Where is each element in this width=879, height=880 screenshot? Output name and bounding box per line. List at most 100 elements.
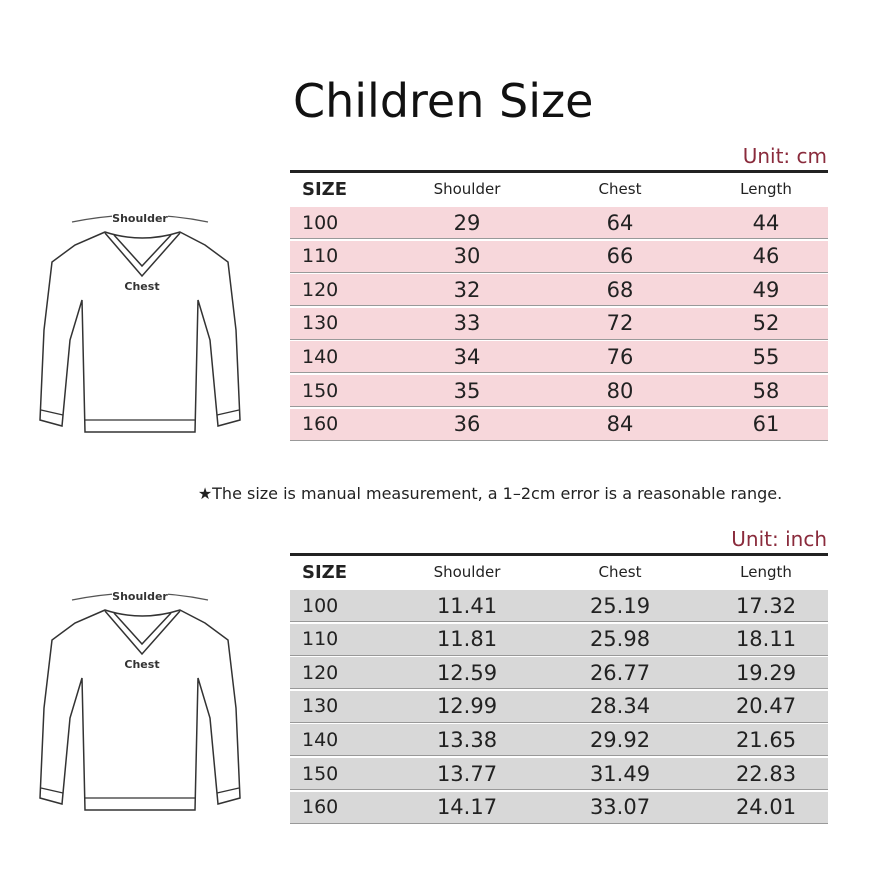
table-cell: 13.77: [436, 761, 498, 786]
table-cell: 14.17: [436, 795, 498, 820]
table-cell: 35: [453, 378, 481, 403]
shirt-outline: [39, 609, 241, 811]
table-cell: 26.77: [589, 660, 651, 685]
table-cell: 29.92: [589, 727, 651, 752]
table-cell: 58: [752, 378, 780, 403]
cuff: [216, 409, 240, 416]
table-cell: 24.01: [735, 795, 797, 820]
shoulder-label: Shoulder: [112, 590, 168, 603]
table-cell: 20.47: [735, 694, 797, 719]
chest-label: Chest: [124, 280, 159, 293]
table-rule: [290, 170, 828, 173]
table-rule: [290, 553, 828, 556]
table-row: 130 33 72 52: [290, 307, 828, 340]
table-cell: 72: [606, 311, 634, 336]
table-cell: 100: [302, 211, 339, 234]
table-cell: 25.98: [589, 627, 651, 652]
table-cell: 66: [606, 244, 634, 269]
table-cell: 160: [302, 796, 339, 819]
note: ★The size is manual measurement, a 1–2cm…: [197, 484, 783, 503]
table-cell: 64: [606, 210, 634, 235]
label-bg: [112, 589, 168, 603]
table-cell: 49: [752, 277, 780, 302]
table-cell: 61: [752, 412, 780, 437]
header-cell: Shoulder: [433, 180, 501, 198]
table-row: 130 12.99 28.34 20.47: [290, 690, 828, 723]
table-cell: 46: [752, 244, 780, 269]
table-cell: 160: [302, 413, 339, 436]
cuff: [40, 409, 64, 416]
title: Children Size: [293, 74, 594, 128]
table-cell: 25.19: [589, 593, 651, 618]
header-cell: Length: [740, 180, 792, 198]
table-cell: 18.11: [735, 627, 797, 652]
table-cell: 12.99: [436, 694, 498, 719]
table-row: 160 36 84 61: [290, 408, 828, 441]
table-cell: 120: [302, 278, 339, 301]
table-cell: 55: [752, 344, 780, 369]
table-cell: 19.29: [735, 660, 797, 685]
table-cell: 17.32: [735, 593, 797, 618]
table-cell: 140: [302, 345, 339, 368]
table-cell: 68: [606, 277, 634, 302]
table-cell: 52: [752, 311, 780, 336]
table-cell: 80: [606, 378, 634, 403]
header-cell: SIZE: [302, 561, 348, 583]
table-cell: 30: [453, 244, 481, 269]
cuff: [40, 787, 64, 794]
cuff: [216, 787, 240, 794]
unit-label: Unit: cm: [742, 144, 827, 168]
table-row: 110 30 66 46: [290, 240, 828, 273]
table-cell: 22.83: [735, 761, 797, 786]
table-row: 150 13.77 31.49 22.83: [290, 758, 828, 790]
table-row: 110 11.81 25.98 18.11: [290, 623, 828, 656]
table-row: 100 11.41 25.19 17.32: [290, 590, 828, 622]
table-row: 140 13.38 29.92 21.65: [290, 724, 828, 757]
table-row: 100 29 64 44: [290, 207, 828, 239]
table-cell: 12.59: [436, 660, 498, 685]
table-cell: 150: [302, 379, 339, 402]
table-cell: 76: [606, 344, 634, 369]
table-row: 120 32 68 49: [290, 274, 828, 307]
table-cell: 33.07: [589, 795, 651, 820]
label-bg: [112, 211, 168, 225]
shoulder-label: Shoulder: [112, 212, 168, 225]
table-cell: 120: [302, 661, 339, 684]
table-cell: 110: [302, 245, 339, 268]
shirt-outline: [39, 231, 241, 433]
table-cell: 100: [302, 594, 339, 617]
table-cell: 36: [453, 412, 481, 437]
header-cell: Shoulder: [433, 563, 501, 581]
table-row: 120 12.59 26.77 19.29: [290, 657, 828, 690]
table-cell: 34: [453, 344, 481, 369]
table-cell: 29: [453, 210, 481, 235]
table-row: 140 34 76 55: [290, 341, 828, 374]
unit-label: Unit: inch: [731, 527, 827, 551]
header-cell: Chest: [598, 180, 642, 198]
header-cell: Length: [740, 563, 792, 581]
table-cell: 44: [752, 210, 780, 235]
table-cell: 150: [302, 762, 339, 785]
table-cell: 13.38: [436, 727, 498, 752]
header-row: SIZE Shoulder Chest Length: [290, 173, 828, 205]
v-neck: [104, 610, 181, 656]
table-cell: 110: [302, 628, 339, 651]
table-row: 150 35 80 58: [290, 375, 828, 407]
table-cell: 130: [302, 695, 339, 718]
header-row: SIZE Shoulder Chest Length: [290, 556, 828, 588]
table-cell: 33: [453, 311, 481, 336]
table-cell: 31.49: [589, 761, 651, 786]
table-cell: 11.81: [436, 627, 498, 652]
table-cell: 28.34: [589, 694, 651, 719]
table-cell: 140: [302, 728, 339, 751]
v-neck: [104, 232, 181, 278]
header-cell: SIZE: [302, 178, 348, 200]
table-cell: 84: [606, 412, 634, 437]
table-row: 160 14.17 33.07 24.01: [290, 791, 828, 824]
table-cell: 21.65: [735, 727, 797, 752]
table-cell: 32: [453, 277, 481, 302]
table-cell: 11.41: [436, 593, 498, 618]
table-cell: 130: [302, 312, 339, 335]
